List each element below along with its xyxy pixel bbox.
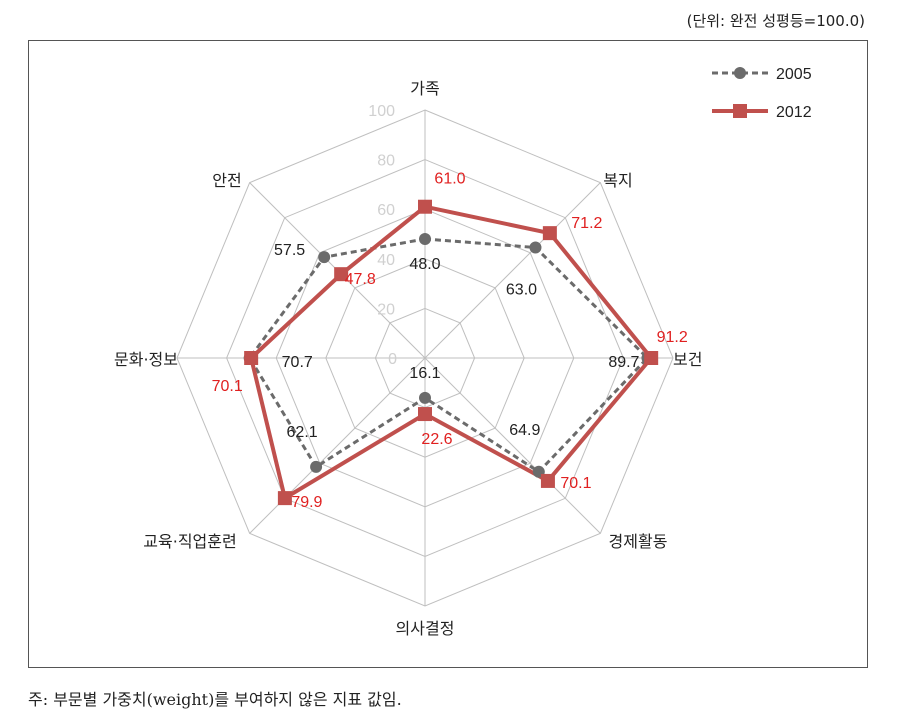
- unit-label: (단위: 완전 성평등=100.0): [686, 12, 865, 30]
- value-label-2012: 47.8: [345, 271, 376, 288]
- axis-label: 교육·직업훈련: [143, 532, 236, 551]
- radar-grid: [176, 109, 674, 607]
- point-2012: [418, 199, 432, 214]
- series-line-2012: [248, 204, 654, 502]
- point-2012: [277, 491, 292, 506]
- value-label-2005: 89.7: [608, 354, 639, 371]
- point-2012: [334, 267, 349, 282]
- radar-value-labels: 48.0 63.0 89.7 64.9 16.1 62.1 70.7 57.5 61.0 71.2…: [212, 171, 688, 511]
- tick-label: 80: [377, 153, 395, 170]
- value-label-2005: 16.1: [409, 365, 440, 382]
- tick-label: 60: [377, 202, 395, 219]
- value-label-2012: 22.6: [421, 431, 452, 448]
- value-label-2012: 71.2: [571, 215, 602, 232]
- axis-label: 보건: [673, 350, 702, 369]
- point-2005: [529, 241, 542, 254]
- point-2005: [419, 232, 431, 245]
- point-2005: [419, 391, 431, 404]
- tick-label: 20: [377, 301, 395, 318]
- point-2012: [418, 407, 432, 422]
- value-label-2012: 79.9: [291, 494, 322, 511]
- point-2005: [318, 251, 331, 264]
- tick-label: 100: [368, 103, 395, 120]
- value-label-2005: 48.0: [409, 256, 440, 273]
- point-2012: [644, 351, 659, 365]
- axis-label: 안전: [212, 171, 241, 190]
- value-label-2012: 70.1: [560, 475, 591, 492]
- point-2012: [540, 473, 555, 488]
- value-label-2005: 62.1: [287, 424, 318, 441]
- axis-spoke: [424, 182, 601, 359]
- legend-label-2005: 2005: [776, 66, 812, 83]
- axis-label: 가족: [410, 79, 439, 98]
- radar-tick-labels: 0 20 40 60 80 100: [368, 103, 397, 368]
- legend-marker-2005: [734, 67, 746, 79]
- value-label-2012: 91.2: [657, 329, 688, 346]
- legend-marker-2012: [733, 104, 747, 118]
- legend-label-2012: 2012: [776, 104, 812, 121]
- value-label-2005: 63.0: [506, 282, 537, 299]
- legend: 2005 2012: [712, 66, 812, 121]
- footnote: 주: 부문별 가중치(weight)를 부여하지 않은 지표 값임.: [28, 690, 402, 709]
- value-label-2012: 70.1: [212, 378, 243, 395]
- value-label-2005: 70.7: [282, 354, 313, 371]
- value-label-2005: 64.9: [509, 422, 540, 439]
- radar-series: [243, 199, 659, 506]
- axis-label: 문화·정보: [114, 350, 178, 369]
- point-2005: [310, 460, 323, 473]
- axis-label: 경제활동: [609, 532, 668, 551]
- chart-frame: [28, 40, 868, 668]
- value-label-2005: 57.5: [274, 242, 305, 259]
- axis-label: 의사결정: [396, 619, 455, 638]
- point-2012: [542, 226, 557, 241]
- tick-label: 0: [388, 351, 397, 368]
- point-2012: [244, 351, 259, 365]
- axis-label: 복지: [603, 171, 632, 190]
- value-label-2012: 61.0: [434, 171, 465, 188]
- axis-spoke: [424, 357, 601, 534]
- axis-spoke: [249, 357, 426, 534]
- tick-label: 40: [377, 252, 395, 269]
